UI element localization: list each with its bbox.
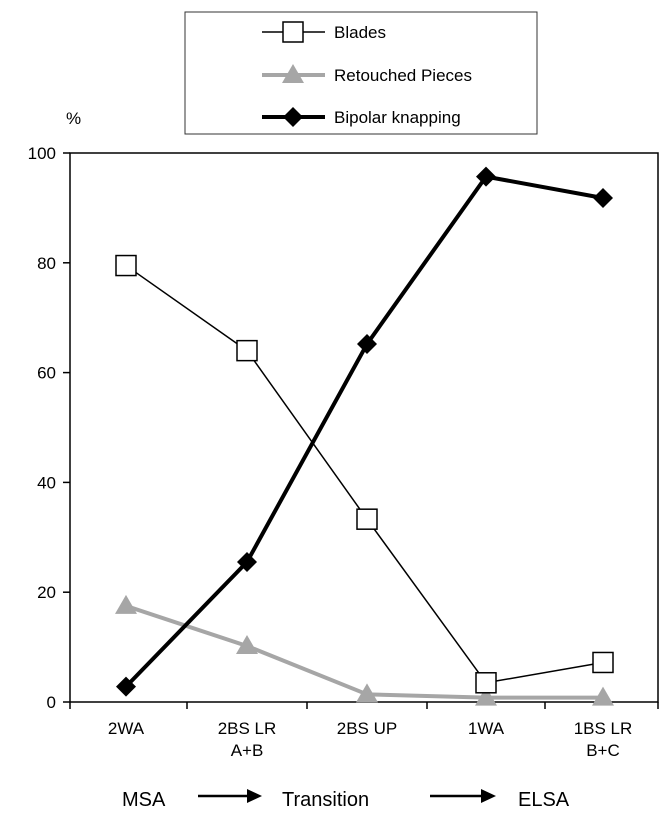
data-point-blades [236, 339, 258, 362]
y-tick-label: 80 [37, 254, 56, 273]
data-point-blades [475, 672, 497, 694]
sequence-arrowhead-2 [481, 789, 496, 803]
y-tick-label: 0 [47, 693, 56, 712]
data-point-retouched-pieces [115, 594, 137, 614]
legend-item-retouched-pieces: Retouched Pieces [262, 64, 472, 85]
data-point-bipolar-knapping [237, 552, 257, 573]
sequence-annotation: MSA Transition ELSA [122, 789, 570, 811]
legend-frame [184, 11, 538, 135]
data-point-bipolar-knapping [357, 334, 377, 355]
data-point-blades [115, 254, 137, 277]
data-point-retouched-pieces [475, 686, 497, 706]
series-blades [115, 254, 614, 694]
y-tick-label: 20 [37, 583, 56, 602]
series-line-blades [125, 264, 604, 684]
data-point-retouched-pieces [236, 635, 258, 655]
y-axis: 0 20 40 60 80 100 [28, 144, 70, 712]
legend-swatch-marker [282, 64, 304, 83]
data-point-blades [356, 508, 378, 530]
legend-label: Bipolar knapping [334, 108, 461, 127]
legend-swatch-marker [283, 107, 303, 127]
series-line-retouched-pieces [125, 604, 603, 700]
y-tick-label: 100 [28, 144, 56, 163]
y-tick-label: 60 [37, 364, 56, 383]
legend-label: Blades [334, 23, 386, 42]
data-point-bipolar-knapping [116, 676, 136, 697]
plot-series [115, 166, 614, 706]
data-point-retouched-pieces [592, 686, 614, 706]
x-tick-label: B+C [586, 741, 620, 760]
x-tick-label: A+B [231, 741, 264, 760]
sequence-label-msa: MSA [122, 789, 166, 809]
x-tick-label: 2BS UP [337, 719, 397, 738]
sequence-label-elsa: ELSA [518, 789, 570, 809]
series-retouched-pieces [115, 594, 614, 706]
sequence-arrowhead-1 [247, 789, 262, 803]
x-tick-label: 1WA [468, 719, 505, 738]
series-bipolar-knapping [116, 166, 613, 697]
legend-item-bipolar-knapping: Bipolar knapping [262, 107, 461, 127]
data-point-blades [592, 651, 614, 674]
y-axis-label: % [66, 109, 81, 128]
x-axis: 2WA 2BS LR A+B 2BS UP 1WA 1BS LR B+C [69, 702, 659, 760]
legend: Blades Retouched Pieces Bipolar knapping [184, 11, 538, 135]
sequence-label-transition: Transition [282, 789, 369, 809]
plot-area-frame [69, 152, 659, 703]
data-point-retouched-pieces [356, 683, 378, 703]
data-point-bipolar-knapping [476, 166, 496, 187]
series-line-bipolar-knapping [124, 174, 604, 689]
data-point-bipolar-knapping [593, 188, 613, 209]
x-tick-label: 2WA [108, 719, 145, 738]
y-tick-label: 40 [37, 473, 56, 492]
legend-label: Retouched Pieces [334, 66, 472, 85]
x-tick-label: 1BS LR [574, 719, 633, 738]
legend-item-blades: Blades [262, 21, 386, 43]
x-tick-label: 2BS LR [218, 719, 277, 738]
legend-swatch-marker [282, 21, 304, 43]
